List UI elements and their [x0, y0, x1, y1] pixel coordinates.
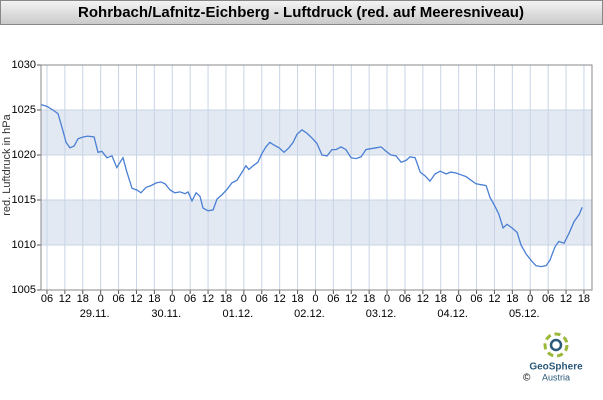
day-label: 29.11.	[80, 308, 110, 320]
x-tick-label: 0	[241, 293, 247, 305]
day-label: 30.11.	[151, 308, 181, 320]
x-tick-label: 12	[417, 293, 429, 305]
x-tick-label: 0	[527, 293, 533, 305]
x-tick-label: 06	[399, 293, 411, 305]
logo: © GeoSphere Austria	[523, 332, 583, 384]
day-label: 04.12.	[437, 308, 468, 320]
day-label: 02.12.	[294, 308, 325, 320]
x-tick-label: 18	[435, 293, 447, 305]
x-tick-label: 0	[169, 293, 175, 305]
x-tick-label: 12	[488, 293, 500, 305]
x-tick-label: 06	[112, 293, 124, 305]
y-tick-label: 1025	[12, 104, 36, 116]
logo-country: Austria	[542, 372, 570, 382]
x-tick-label: 06	[327, 293, 339, 305]
x-tick-label: 12	[274, 293, 286, 305]
day-label: 03.12.	[366, 308, 397, 320]
x-tick-label: 06	[542, 293, 554, 305]
day-label: 05.12.	[509, 308, 540, 320]
x-tick-label: 18	[506, 293, 518, 305]
title-bar	[0, 0, 603, 25]
logo-name: GeoSphere	[529, 362, 583, 373]
x-tick-label: 12	[202, 293, 214, 305]
plot-border	[40, 64, 593, 291]
x-tick-label: 18	[578, 293, 590, 305]
x-tick-label: 18	[148, 293, 160, 305]
x-tick-label: 12	[345, 293, 357, 305]
y-tick-label: 1030	[12, 59, 36, 71]
grid-band	[41, 110, 592, 155]
x-tick-label: 0	[384, 293, 390, 305]
logo-copyright: ©	[523, 373, 531, 384]
x-tick-label: 18	[77, 293, 89, 305]
data-line	[40, 103, 583, 268]
x-tick-label: 12	[560, 293, 572, 305]
x-tick-label: 06	[470, 293, 482, 305]
grid-band	[41, 200, 592, 245]
y-tick-label: 1020	[12, 149, 36, 161]
x-tick-label: 18	[291, 293, 303, 305]
y-tick-label: 1015	[12, 194, 36, 206]
x-tick-label: 18	[363, 293, 375, 305]
x-tick-label: 18	[220, 293, 232, 305]
logo-icon	[543, 332, 569, 358]
x-tick-label: 06	[41, 293, 53, 305]
x-tick-label: 0	[456, 293, 462, 305]
y-tick-label: 1005	[12, 284, 36, 296]
x-tick-label: 0	[312, 293, 318, 305]
logo-icon	[549, 338, 563, 352]
day-label: 01.12.	[223, 308, 254, 320]
chart-title: Rohrbach/Lafnitz-Eichberg - Luftdruck (r…	[78, 4, 524, 21]
y-axis-label: red. Luftdruck in hPa	[1, 113, 13, 215]
y-tick-label: 1010	[12, 239, 36, 251]
x-tick-label: 12	[130, 293, 142, 305]
x-tick-label: 0	[98, 293, 104, 305]
plot-area	[41, 65, 592, 290]
x-tick-label: 06	[256, 293, 268, 305]
x-tick-label: 06	[184, 293, 196, 305]
x-tick-label: 12	[59, 293, 71, 305]
